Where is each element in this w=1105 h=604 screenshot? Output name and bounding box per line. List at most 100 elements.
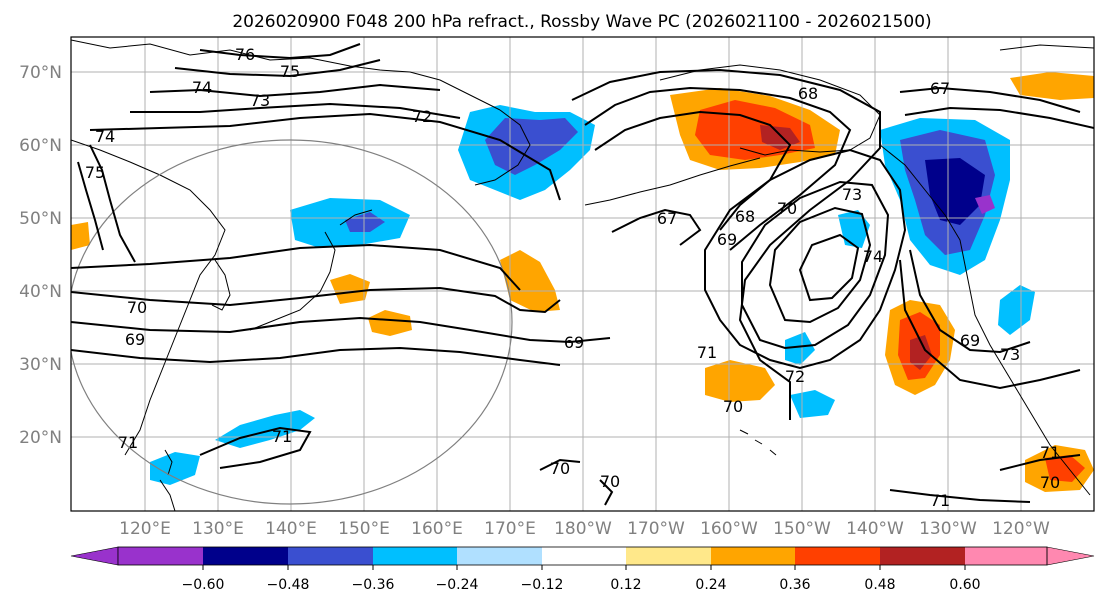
lon-label-130E: 130°E (192, 519, 244, 539)
contour-labels: 76 75 74 73 72 74 75 70 69 71 71 69 67 6… (85, 45, 1060, 510)
coast-north-america (879, 144, 1091, 496)
contour-73-north (130, 102, 461, 119)
shade-pos-left-edge (71, 222, 90, 250)
contour-74-north (149, 83, 441, 98)
shade-neg-trop3 (785, 332, 815, 365)
shade-neg-kamchatka-core (485, 118, 578, 175)
coast-asia (71, 39, 501, 456)
coast-hudson (999, 44, 1094, 51)
contour-label: 71 (118, 433, 138, 452)
lat-label-30: 30°N (19, 355, 62, 375)
contour-73-ridge (768, 206, 872, 324)
contour-71-south (199, 426, 312, 469)
contour-label: 74 (192, 78, 212, 97)
lon-label-130W: 130°W (919, 519, 977, 539)
colorbar-extend-min (70, 546, 119, 566)
lon-label-170E: 170°E (484, 519, 536, 539)
contour-label: 73 (842, 185, 862, 204)
contour-label: 71 (697, 343, 717, 362)
colorbar-extend-max (1046, 546, 1095, 566)
figure-title: 2026020900 F048 200 hPa refract., Rossby… (232, 12, 931, 32)
colorbar-swatch (795, 547, 880, 565)
contour-label: 72 (785, 367, 805, 386)
contour-label: 70 (777, 199, 797, 218)
coast-philippines (159, 479, 176, 511)
lon-label-140W: 140°W (846, 519, 904, 539)
contour-72-ridge (741, 180, 890, 350)
contour-label: 74 (95, 127, 115, 146)
lat-label-20: 20°N (19, 428, 62, 448)
shade-neg-trop5 (998, 285, 1035, 335)
colorbar-swatch (880, 547, 965, 565)
lon-label-150E: 150°E (338, 519, 390, 539)
coast-hawaii (739, 429, 777, 456)
contour-74-west (89, 144, 136, 263)
contour-72-north (89, 112, 561, 201)
lon-label-150W: 150°W (773, 519, 831, 539)
contour-label: 67 (930, 79, 950, 98)
colorbar-tick-label: 0.60 (949, 577, 980, 593)
contour-label: 75 (280, 62, 300, 81)
contour-67-trough (611, 208, 702, 246)
shade-pos-ne-corner (1010, 72, 1094, 100)
lon-label-120W: 120°W (992, 519, 1050, 539)
contour-label: 72 (412, 107, 432, 126)
shade-pos-cpac3 (368, 310, 412, 336)
contour-67-ne (899, 86, 1081, 113)
coast-aleutians (584, 157, 761, 206)
colorbar-tick-label: −0.24 (436, 577, 479, 593)
contour-label: 70 (1040, 473, 1060, 492)
contour-label: 69 (960, 331, 980, 350)
lon-label-160W: 160°W (700, 519, 758, 539)
contour-label: 70 (550, 459, 570, 478)
contour-71-jet (71, 243, 521, 291)
contour-label: 75 (85, 163, 105, 182)
colorbar-tick-label: −0.48 (267, 577, 310, 593)
contour-69-trough (584, 86, 852, 251)
lat-label-60: 60°N (19, 136, 62, 156)
contour-label: 70 (723, 397, 743, 416)
longitude-labels: 120°E 130°E 140°E 150°E 160°E 170°E 180°… (119, 519, 1050, 539)
colorbar-swatch (711, 547, 795, 565)
colorbar-swatch (288, 547, 373, 565)
lon-label-180W: 180°W (554, 519, 612, 539)
colorbar-tick-labels: −0.60 −0.48 −0.36 −0.24 −0.12 0.12 0.24 … (182, 577, 981, 593)
shade-pos-cpac (500, 250, 560, 312)
colorbar-frame (117, 546, 1048, 566)
map-frame (70, 36, 1095, 512)
map-panel: 76 75 74 73 72 74 75 70 69 71 71 69 67 6… (19, 36, 1095, 539)
lon-label-170W: 170°W (627, 519, 685, 539)
contour-label: 69 (125, 330, 145, 349)
shade-pos-far-right-core (1045, 455, 1085, 482)
contour-69-ne (909, 249, 1031, 354)
contour-label: 73 (250, 91, 270, 110)
colorbar: −0.60 −0.48 −0.36 −0.24 −0.12 0.12 0.24 … (70, 546, 1095, 593)
shade-neg-canada-xstrong (975, 195, 995, 214)
contours (71, 43, 1094, 506)
colorbar-ticks (202, 565, 966, 570)
contour-71-ridge (704, 148, 907, 370)
colorbar-swatch (203, 547, 288, 565)
contour-71-se (889, 489, 1031, 503)
contour-74-ridge (798, 233, 860, 302)
contour-label: 68 (735, 207, 755, 226)
colorbar-swatch (118, 547, 203, 565)
contour-68-ne (904, 106, 1094, 129)
colorbar-tick-label: −0.36 (352, 577, 395, 593)
contour-label: 71 (272, 427, 292, 446)
contour-label: 73 (1000, 345, 1020, 364)
contour-label: 70 (600, 472, 620, 491)
contour-70-jet (71, 286, 561, 314)
contour-68-trough (594, 110, 792, 231)
colorbar-swatch (626, 547, 711, 565)
shade-neg-trop4 (790, 390, 835, 418)
contour-76 (199, 43, 361, 60)
colorbar-tick-label: 0.48 (864, 577, 895, 593)
contour-label: 71 (930, 491, 950, 510)
lat-label-40: 40°N (19, 282, 62, 302)
contour-label: 69 (717, 230, 737, 249)
coast-korea (211, 259, 231, 311)
latitude-labels: 70°N 60°N 50°N 40°N 30°N 20°N (19, 63, 62, 448)
contour-70-ne (899, 259, 1081, 390)
